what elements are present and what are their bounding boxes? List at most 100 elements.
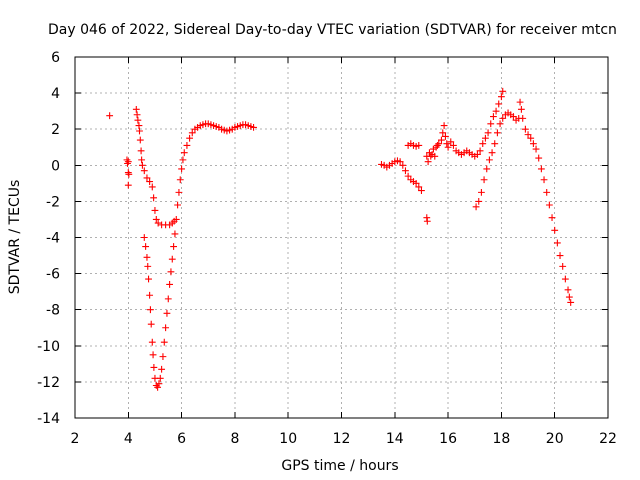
data-point xyxy=(474,151,481,158)
y-tick-label: -6 xyxy=(46,267,60,283)
data-point xyxy=(136,127,143,135)
data-point xyxy=(132,105,140,113)
data-point xyxy=(521,125,529,133)
data-point xyxy=(561,275,569,283)
x-tick-label: 12 xyxy=(333,431,351,447)
data-point xyxy=(476,147,484,155)
x-tick-label: 16 xyxy=(439,431,457,447)
data-point xyxy=(442,133,449,140)
data-point xyxy=(171,230,179,238)
data-point xyxy=(146,291,154,299)
data-point xyxy=(424,158,432,166)
y-axis-label: SDTVAR / TECUs xyxy=(7,180,23,295)
data-point xyxy=(478,188,485,196)
y-tick-label: -10 xyxy=(37,339,60,355)
data-point xyxy=(564,286,572,294)
data-point xyxy=(540,176,548,184)
data-point xyxy=(150,364,158,371)
data-point xyxy=(447,138,455,146)
data-point xyxy=(147,306,154,314)
x-tick-label: 4 xyxy=(124,431,133,447)
data-point xyxy=(524,131,532,139)
data-point xyxy=(418,187,425,194)
data-point xyxy=(399,161,407,169)
data-point xyxy=(140,234,148,241)
data-point xyxy=(146,178,154,185)
x-tick-label: 6 xyxy=(177,431,186,447)
data-point xyxy=(148,183,156,191)
data-point xyxy=(440,122,448,129)
data-point xyxy=(535,154,543,162)
data-point xyxy=(125,170,133,178)
data-point xyxy=(517,105,525,113)
data-point xyxy=(133,111,141,119)
data-point xyxy=(556,252,564,259)
data-point xyxy=(492,107,500,115)
x-tick-label: 20 xyxy=(546,431,564,447)
data-point xyxy=(139,161,146,169)
data-point xyxy=(412,179,420,187)
data-point xyxy=(183,142,191,149)
data-point xyxy=(156,374,164,382)
data-point xyxy=(158,365,166,373)
data-point xyxy=(415,183,423,191)
data-point xyxy=(162,324,170,332)
data-point xyxy=(170,243,178,250)
data-point xyxy=(124,181,132,189)
axis-ticks xyxy=(74,56,609,419)
data-point xyxy=(164,295,172,303)
data-point xyxy=(142,243,150,250)
data-point xyxy=(532,145,540,153)
data-points xyxy=(106,87,575,391)
data-point xyxy=(148,338,156,346)
data-point xyxy=(444,143,452,151)
data-point xyxy=(180,149,188,157)
y-tick-label: -8 xyxy=(46,303,60,319)
data-point xyxy=(472,203,480,211)
data-point xyxy=(174,201,182,209)
data-point xyxy=(553,239,561,247)
data-point xyxy=(154,219,162,227)
data-point xyxy=(495,100,503,108)
data-point xyxy=(144,262,152,270)
data-point xyxy=(163,309,171,317)
data-point xyxy=(482,134,489,142)
data-point xyxy=(483,165,491,173)
data-point xyxy=(150,194,158,202)
data-point xyxy=(149,351,157,359)
data-point xyxy=(145,275,152,283)
data-point xyxy=(484,129,492,137)
data-point xyxy=(545,201,553,209)
y-tick-label: 6 xyxy=(51,50,60,66)
data-point xyxy=(548,214,556,222)
data-point xyxy=(488,149,496,157)
data-point xyxy=(567,299,575,306)
data-point xyxy=(490,113,497,120)
grid xyxy=(75,57,608,418)
data-point xyxy=(516,98,524,106)
data-point xyxy=(143,253,151,261)
data-point xyxy=(134,116,142,124)
data-point xyxy=(450,142,457,149)
x-tick-label: 22 xyxy=(599,431,617,447)
data-point xyxy=(475,198,483,205)
data-point xyxy=(543,188,551,196)
data-point xyxy=(147,320,155,328)
data-point xyxy=(565,293,573,301)
data-point xyxy=(155,380,163,388)
data-point xyxy=(509,113,517,120)
x-tick-label: 8 xyxy=(230,431,239,447)
data-point xyxy=(167,268,175,276)
data-point xyxy=(124,158,132,166)
data-point xyxy=(491,140,499,148)
y-tick-label: -2 xyxy=(46,194,60,210)
data-point xyxy=(499,114,507,122)
data-point xyxy=(479,140,487,148)
data-point xyxy=(179,156,187,164)
data-point xyxy=(178,165,185,173)
data-point xyxy=(527,134,535,142)
x-axis-label: GPS time / hours xyxy=(281,458,398,474)
data-point xyxy=(124,160,131,167)
